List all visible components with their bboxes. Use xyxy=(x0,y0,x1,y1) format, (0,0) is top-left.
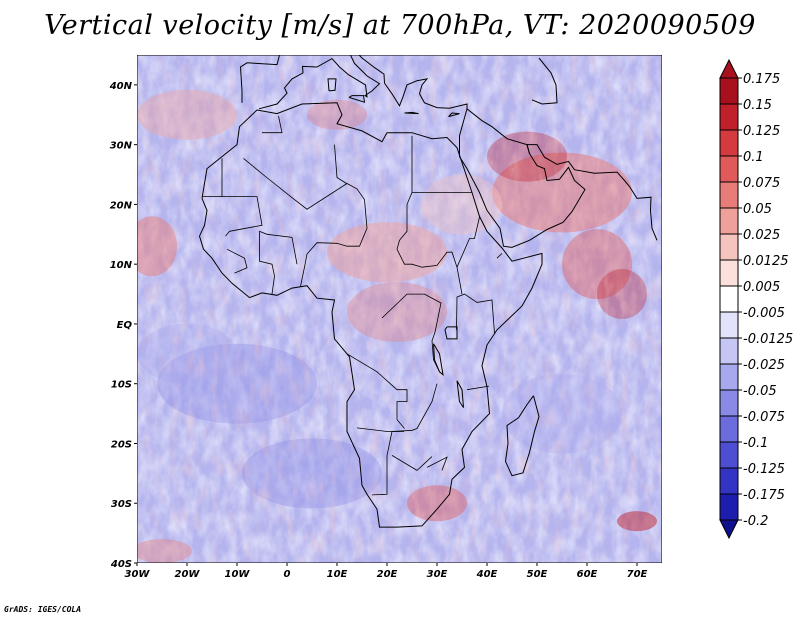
field-texture-white xyxy=(137,55,662,563)
colorbar-segment xyxy=(719,441,739,469)
coastline-lake-tanganyika xyxy=(433,343,444,376)
country-border xyxy=(346,353,408,429)
colorbar-label: 0.15 xyxy=(743,98,772,113)
map-title: Vertical velocity [m/s] at 700hPa, VT: 2… xyxy=(44,10,756,41)
colorbar-bottom-arrow xyxy=(719,519,739,540)
lon-tick-label: 10E xyxy=(327,569,348,580)
colorbar-segment xyxy=(719,363,739,391)
colorbar-label: 0.125 xyxy=(743,124,780,139)
coastlines xyxy=(198,55,658,528)
coastline-africa xyxy=(198,102,543,528)
country-border xyxy=(334,144,347,184)
colorbar-label: -0.025 xyxy=(743,358,785,373)
colorbar-segment xyxy=(719,181,739,209)
lat-tick-label: 10N xyxy=(110,260,133,271)
colorbar-label: -0.005 xyxy=(743,306,785,321)
coastline-cyprus xyxy=(448,112,460,118)
country-border xyxy=(496,253,503,259)
credit-label: GrADS: IGES/COLA xyxy=(4,605,82,614)
coastline-gulf-persian xyxy=(526,144,530,154)
country-border xyxy=(262,115,283,134)
country-border xyxy=(381,293,442,372)
country-border xyxy=(456,216,480,268)
colorbar-segment xyxy=(719,415,739,443)
lon-tick-label: 20W xyxy=(175,569,201,580)
colorbar-segment xyxy=(719,207,739,235)
coastline-italy-sicily xyxy=(348,95,366,103)
colorbar-label: 0.075 xyxy=(743,176,780,191)
colorbar-label: 0.05 xyxy=(743,202,772,217)
country-border xyxy=(396,135,463,295)
colorbar-segment xyxy=(719,467,739,495)
coastline-crete xyxy=(404,111,419,115)
colorbar-label: -0.2 xyxy=(743,514,768,529)
lat-tick-label: EQ xyxy=(117,320,133,331)
colorbar-label: -0.175 xyxy=(743,488,785,503)
colorbar-segment xyxy=(719,103,739,131)
country-border xyxy=(426,456,448,471)
colorbar-segment xyxy=(719,77,739,105)
country-border xyxy=(222,196,263,237)
lat-tick-label: 30S xyxy=(111,499,132,510)
colorbar-segment xyxy=(719,311,739,339)
lat-tick-label: 20N xyxy=(110,200,133,211)
colorbar-label: 0.0125 xyxy=(743,254,789,269)
country-border xyxy=(466,385,490,391)
lon-tick-label: 30E xyxy=(427,569,448,580)
colorbar-label: 0.005 xyxy=(743,280,780,295)
country-border xyxy=(226,248,248,274)
colorbar-label: 0.025 xyxy=(743,228,780,243)
lon-tick-label: 20E xyxy=(377,569,398,580)
colorbar-top-arrow xyxy=(719,58,739,79)
lon-tick-label: 10W xyxy=(225,569,251,580)
lon-tick-label: 30W xyxy=(125,569,151,580)
vertical-velocity-map xyxy=(137,55,662,563)
lon-tick-label: 50E xyxy=(527,569,548,580)
coastline-arabia xyxy=(459,107,586,248)
colorbar-segment xyxy=(719,285,739,313)
country-border xyxy=(243,158,368,287)
colorbar-label: -0.0125 xyxy=(743,332,793,347)
country-border xyxy=(259,230,298,295)
colorbar-segment xyxy=(719,155,739,183)
coastline-europe xyxy=(239,55,281,103)
colorbar-segment xyxy=(719,493,739,521)
colorbar-segment xyxy=(719,129,739,157)
lat-tick-label: 10S xyxy=(111,380,132,391)
map-panel xyxy=(137,55,662,563)
country-border xyxy=(391,455,433,471)
lon-tick-label: 60E xyxy=(577,569,598,580)
colorbar-label: 0.175 xyxy=(743,72,780,87)
colorbar-label: 0.1 xyxy=(743,150,764,165)
colorbar-label: -0.1 xyxy=(743,436,768,451)
lon-tick-label: 70E xyxy=(627,569,648,580)
colorbar-segment xyxy=(719,337,739,365)
colorbar: 0.175 0.15 0.125 0.1 0.075 0.05 0.025 0.0125 0.0… xyxy=(719,58,793,540)
colorbar-segment xyxy=(719,259,739,287)
colorbar-segment xyxy=(719,233,739,261)
lat-tick-label: 20S xyxy=(111,439,132,450)
lon-tick-label: 0 xyxy=(284,569,291,580)
coastline-caspian xyxy=(531,57,558,105)
lon-tick-label: 40E xyxy=(476,569,498,580)
colorbar-label: -0.075 xyxy=(743,410,785,425)
coastline-sardinia xyxy=(327,78,337,92)
coastline-madagascar xyxy=(504,395,540,477)
coastline-iran xyxy=(527,144,658,241)
lat-tick-label: 30N xyxy=(110,141,133,152)
coastline-lake-malawi xyxy=(456,380,464,408)
colorbar-label: -0.05 xyxy=(743,384,777,399)
coastline-lake-victoria xyxy=(444,326,458,340)
coastline-med-n xyxy=(258,55,468,110)
colorbar-segment xyxy=(719,389,739,417)
lat-tick-label: 40N xyxy=(109,81,133,92)
colorbar-label: -0.125 xyxy=(743,462,785,477)
lat-tick-label: 40S xyxy=(110,559,132,570)
country-border xyxy=(356,427,404,432)
country-border xyxy=(456,293,495,334)
